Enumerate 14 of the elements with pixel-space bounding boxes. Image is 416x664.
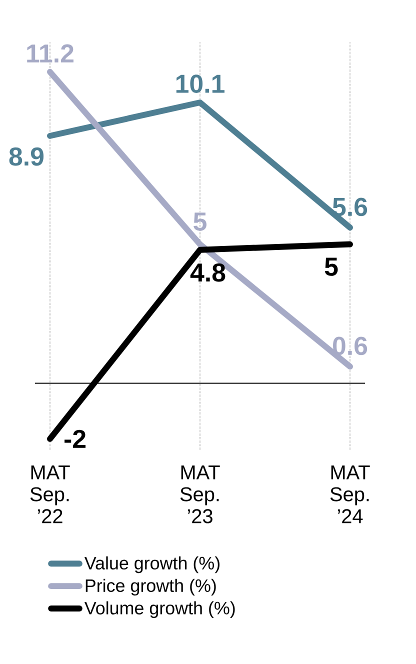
data-label: 10.1: [176, 74, 224, 93]
data-label: 4.8: [190, 263, 226, 282]
data-label: 5: [324, 258, 338, 276]
legend-label: Value growth (%): [84, 556, 220, 574]
data-label: 0.6: [333, 336, 368, 356]
legend-label: Volume growth (%): [84, 601, 235, 618]
data-label: 11.2: [27, 44, 74, 62]
x-tick-label: MAT Sep. ’23: [180, 466, 220, 524]
x-tick-label: MAT Sep. ’24: [330, 466, 370, 524]
x-tick-label: MAT Sep. ’22: [30, 466, 70, 524]
data-label: -2: [64, 430, 86, 448]
legend-label: Price growth (%): [86, 578, 216, 596]
data-label: 5: [194, 212, 206, 231]
data-label: 8.9: [9, 147, 44, 166]
